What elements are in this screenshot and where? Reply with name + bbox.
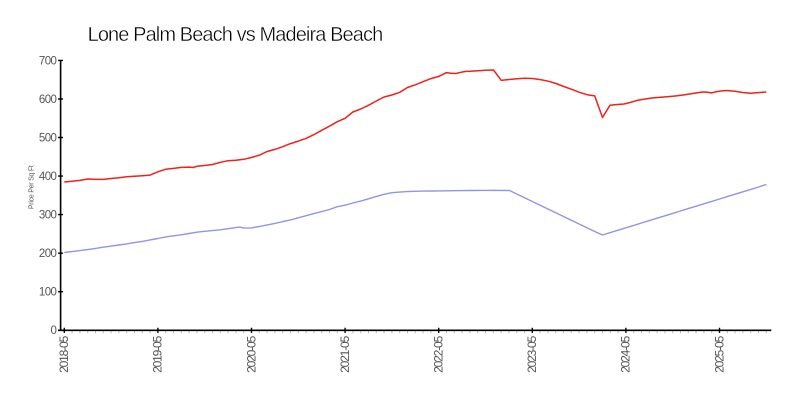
svg-text:2023-05: 2023-05 [525,335,539,372]
svg-text:Lone Palm Beach vs Madeira Bea: Lone Palm Beach vs Madeira Beach [88,24,383,46]
svg-text:2021-05: 2021-05 [338,335,352,372]
svg-text:200: 200 [39,248,57,260]
svg-text:700: 700 [39,55,57,67]
svg-text:2024-05: 2024-05 [619,335,633,372]
svg-text:2019-05: 2019-05 [151,335,165,372]
svg-text:0: 0 [51,325,57,337]
svg-text:2020-05: 2020-05 [244,335,258,372]
svg-text:Price Per Sq Ft: Price Per Sq Ft [28,165,35,209]
svg-text:2025-05: 2025-05 [712,335,726,372]
svg-text:2022-05: 2022-05 [432,335,446,372]
svg-text:300: 300 [39,210,57,222]
svg-text:2018-05: 2018-05 [57,335,71,372]
svg-text:100: 100 [39,287,57,299]
svg-text:600: 600 [39,94,57,106]
svg-text:400: 400 [39,171,57,183]
svg-text:500: 500 [39,132,57,144]
